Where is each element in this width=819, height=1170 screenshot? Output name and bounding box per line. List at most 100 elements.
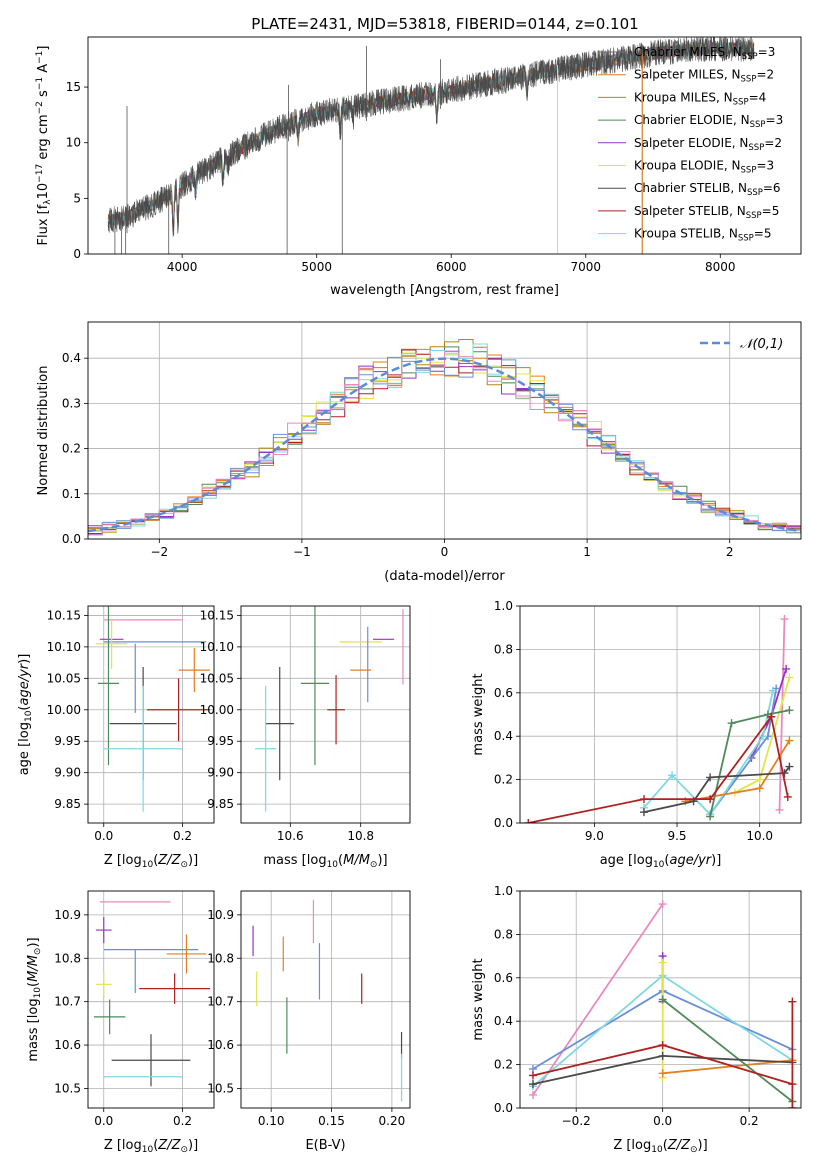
legend-text: Chabrier STELIB, N [634,181,747,195]
legend-label: Chabrier STELIB, NSSP=6 [634,181,781,198]
y-tick-label: 9.95 [54,734,81,748]
legend-label: Salpeter ELODIE, NSSP=2 [634,136,782,153]
axes: −0.2 0.0 0.2 0.0 0.2 0.4 0.6 0.8 1.0 mass weight Z… [471,884,802,1155]
axes: 4000 5000 6000 7000 8000 0 5 10 15 wavelength [An… [35,36,802,298]
legend-text: Salpeter ELODIE, N [634,136,748,150]
y-tick-label: 0.4 [494,729,513,743]
series-marker [706,795,715,804]
series-marker [706,773,715,782]
panel-mass-vs-ebv: 0.10 0.15 0.20 10.5 10.6 10.7 10.8 10.9 E(B-V) [207,890,411,1153]
x-tick-label: 6000 [436,260,467,274]
legend-label: Chabrier MILES, NSSP=3 [634,45,775,62]
grid [88,891,214,1108]
y-tick-label: 10.5 [54,1081,81,1095]
errorbar-point [255,685,277,812]
y-tick-label: 1.0 [494,599,513,613]
series-marker [727,719,736,728]
label-part: λ [43,199,53,205]
mass-weight-series [775,615,789,814]
series-line [528,714,789,823]
x-tick-label: 1 [583,545,591,559]
grid [241,891,410,1108]
legend-text: =3 [758,45,776,59]
series-line [778,618,786,811]
errorbar-point [166,934,207,974]
series-marker [658,1051,667,1060]
label-part: mass [log [26,998,41,1061]
series-marker [658,1069,667,1078]
errorbar-point [103,685,183,812]
series-marker [782,664,791,673]
label-part: Flux [f [36,204,51,245]
label-part: 10 [327,860,339,870]
x-tick-label: 7000 [570,260,601,274]
label-part: −1 [35,77,45,90]
errorbar-point [95,917,112,944]
legend-sub: SSP [741,166,757,176]
label-part: ( [153,853,158,868]
label-part: age [log [600,853,653,868]
panel-residuals: −2 −1 0 1 2 0.0 0.1 0.2 0.3 0.4 (data-model)/error… [36,321,802,584]
legend-label: Salpeter STELIB, NSSP=5 [634,204,779,221]
label-part: age [log [17,722,32,775]
legend-text: =6 [763,181,781,195]
panel-mass-vs-Z: 0.0 0.210.510.610.710.810.9Z [log10(Z/Z⊙)… [26,890,215,1155]
y-tick-label: 10.15 [47,608,81,622]
y-tick-label: 0.4 [494,1014,513,1028]
series-marker [706,812,715,821]
plot-area [528,900,797,1108]
y-tick-label: 0.2 [494,773,513,787]
plot-area [524,615,794,823]
legend-label: Kroupa ELODIE, NSSP=3 [634,159,774,176]
axes: 0.0 0.2 9.85 9.90 9.95 10.00 10.05 10.10 10.15 Z … [17,605,215,870]
plot-area [255,606,404,812]
y-tick-label: 10.10 [47,640,81,654]
label-part: M/M [26,955,41,982]
y-tick-label: 10.15 [200,608,234,622]
y-tick-label: 0.2 [494,1058,513,1072]
axes: 0.10 0.15 0.20 10.5 10.6 10.7 10.8 10.9 E(B-V) [207,890,411,1153]
axes: −2 −1 0 1 2 0.0 0.1 0.2 0.3 0.4 (data-model)/error… [36,321,802,584]
label-part: mass [log [263,853,326,868]
x-tick-label: −0.2 [562,1114,591,1128]
x-tick-label: 5000 [301,260,332,274]
mass-weight-series [524,712,792,823]
label-part: A [36,64,51,77]
y-tick-label: 0 [73,247,81,261]
y-axis-label: mass [log10(M/M⊙)] [26,937,43,1061]
grid [241,606,410,823]
series-marker [658,995,667,1004]
label-part: )] [188,1138,198,1153]
y-tick-label: 10.6 [207,1038,234,1052]
mass-weight-series [528,900,667,1099]
series-marker [528,1090,537,1099]
label-part: Z [log [104,1138,142,1153]
series-marker [780,615,789,624]
series-marker [755,784,764,793]
axes: 9.0 9.5 10.0 0.0 0.2 0.4 0.6 0.8 1.0 mass weight a… [471,599,802,870]
series-marker [528,1080,537,1089]
axes-frame [87,36,802,255]
x-tick-label: −1 [293,545,311,559]
y-tick-label: 9.90 [54,766,81,780]
label-part: 10 [651,1145,663,1155]
x-tick-label: 0.20 [379,1114,406,1128]
series-marker [780,769,789,778]
x-tick-label: 10.8 [347,829,374,843]
label-part: Z [log [613,1138,651,1153]
y-axis-label: Flux [fλ10−17 erg cm−2 s−1 A−1] [35,46,53,246]
legend-text: =2 [764,136,782,150]
label-part: 10 [33,987,43,999]
y-tick-label: 0.0 [494,1101,513,1115]
legend-text: Chabrier MILES, N [634,45,742,59]
y-tick-label: 10.8 [207,951,234,965]
x-axis-label: age [log10(age/yr)] [600,853,722,870]
x-tick-label: 4000 [167,260,198,274]
label-part: Z/Z [157,853,181,868]
y-tick-label: 10 [66,136,81,150]
series-marker [767,712,776,721]
series-line [662,998,793,1103]
legend-label: Salpeter MILES, NSSP=2 [634,68,774,85]
y-tick-label: 0.0 [62,532,81,546]
legend-sub: SSP [733,97,749,107]
